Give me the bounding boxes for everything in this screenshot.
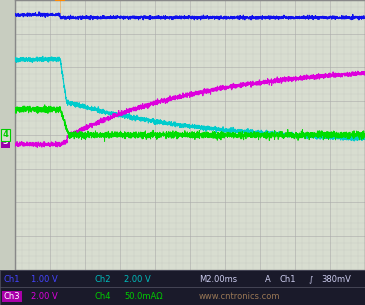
Text: Ch4: Ch4 (95, 292, 111, 301)
Text: 50.0mAΩ: 50.0mAΩ (124, 292, 163, 301)
Text: www.cntronics.com: www.cntronics.com (199, 292, 280, 301)
Text: 1.00 V: 1.00 V (31, 274, 58, 284)
Text: 4: 4 (3, 131, 9, 139)
Text: A: A (265, 274, 270, 284)
Text: Ch2: Ch2 (95, 274, 111, 284)
Text: 2.00 V: 2.00 V (31, 292, 58, 301)
Text: 3: 3 (3, 137, 9, 146)
Text: Ch3: Ch3 (4, 292, 20, 301)
Text: 2.00 V: 2.00 V (124, 274, 151, 284)
Text: 380mV: 380mV (321, 274, 351, 284)
Text: M2.00ms: M2.00ms (199, 274, 237, 284)
Text: Ch1: Ch1 (4, 274, 20, 284)
Text: ∫: ∫ (308, 274, 313, 284)
Text: Ch1: Ch1 (279, 274, 296, 284)
